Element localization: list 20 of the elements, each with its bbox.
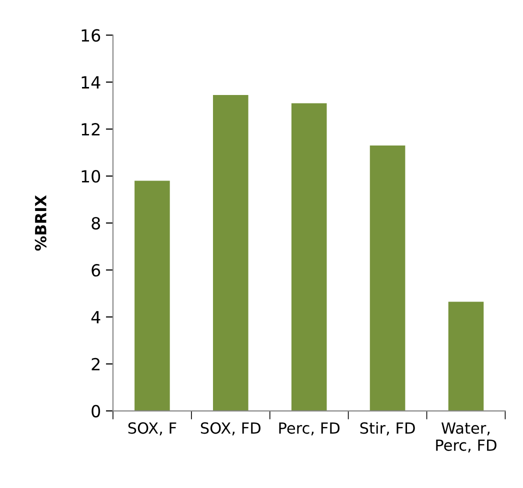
y-tick-label: 0 xyxy=(92,404,100,418)
y-tick-label: 14 xyxy=(82,76,100,88)
y-axis-title: %BRIX xyxy=(34,195,46,251)
y-tick-label: 2 xyxy=(92,358,100,370)
x-tick-label: Stir, FD xyxy=(360,422,415,436)
y-tick-label: 12 xyxy=(82,123,100,136)
x-tick-label: Water, Perc, FD xyxy=(436,422,496,452)
y-tick-label: 8 xyxy=(92,216,100,230)
bar xyxy=(212,95,248,411)
x-tick-label: SOX, F xyxy=(128,422,176,436)
y-tick-label: 16 xyxy=(82,29,100,42)
y-tick-label: 6 xyxy=(92,264,100,277)
y-tick-label: 10 xyxy=(82,170,100,183)
bar xyxy=(134,180,170,411)
x-tick-label: SOX, FD xyxy=(200,422,260,436)
y-tick-label: 4 xyxy=(91,311,100,324)
bar xyxy=(291,103,327,411)
bar xyxy=(448,302,484,411)
x-tick-label: Perc, FD xyxy=(279,422,340,436)
bar xyxy=(370,146,406,411)
